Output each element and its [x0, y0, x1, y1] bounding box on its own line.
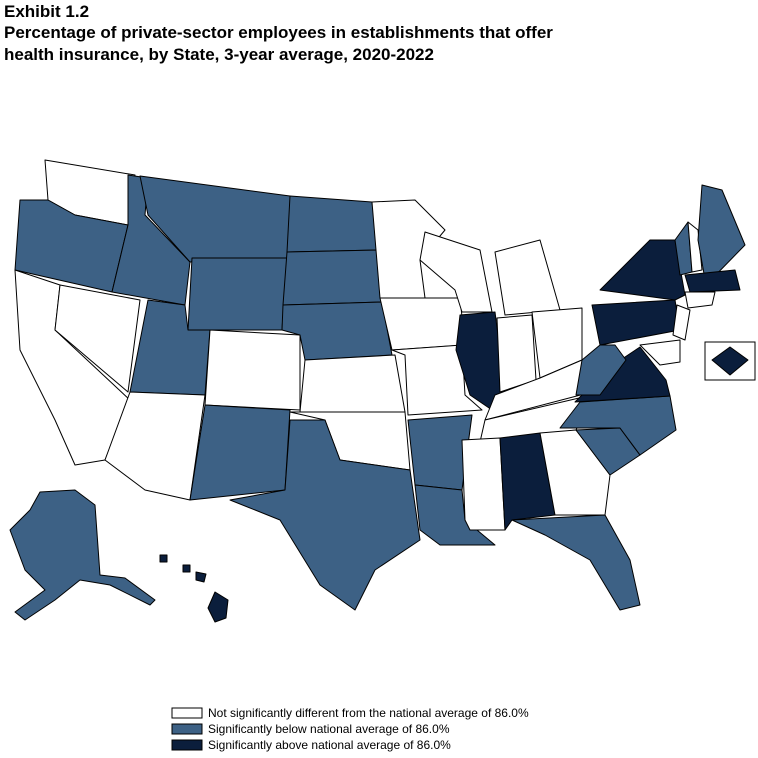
state — [511, 514, 641, 611]
state — [187, 257, 288, 331]
state — [539, 429, 611, 516]
state — [299, 354, 406, 413]
state — [159, 554, 168, 563]
state — [499, 432, 556, 531]
legend-swatch — [171, 739, 203, 751]
legend-label: Not significantly different from the nat… — [208, 706, 529, 720]
state — [282, 249, 383, 306]
state — [687, 221, 703, 273]
state — [639, 339, 681, 366]
state — [697, 184, 746, 286]
legend-swatch — [171, 723, 203, 735]
legend: Not significantly different from the nat… — [171, 706, 529, 752]
state — [591, 299, 681, 346]
legend-label: Significantly above national average of … — [208, 738, 451, 752]
title-line: Percentage of private-sector employees i… — [4, 23, 553, 42]
state — [207, 591, 229, 623]
exhibit-label: Exhibit 1.2 — [4, 2, 90, 21]
state — [204, 329, 301, 411]
state — [672, 304, 691, 341]
state — [104, 391, 206, 501]
legend-label: Significantly below national average of … — [208, 722, 450, 736]
state — [711, 346, 749, 376]
state — [229, 419, 421, 611]
state — [54, 284, 141, 393]
state — [684, 291, 716, 309]
state — [494, 239, 561, 316]
states — [9, 159, 756, 623]
state — [461, 437, 506, 531]
state — [286, 195, 379, 253]
state — [496, 314, 537, 393]
state — [684, 269, 741, 293]
state — [419, 231, 493, 313]
state — [182, 564, 191, 573]
state — [599, 239, 686, 301]
state — [379, 297, 466, 351]
legend-swatch — [171, 707, 203, 719]
state — [9, 489, 156, 621]
title-line: health insurance, by State, 3-year avera… — [4, 45, 434, 64]
state — [189, 404, 291, 501]
state — [195, 571, 207, 583]
